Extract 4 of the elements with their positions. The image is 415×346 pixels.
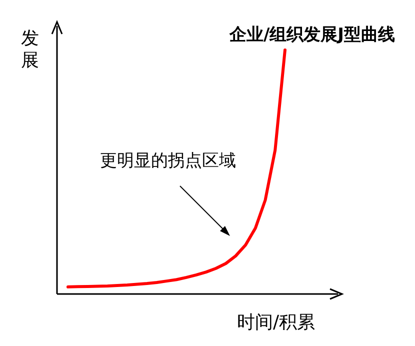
y-axis-title: 发展 (21, 28, 39, 71)
x-axis-title: 时间/积累 (236, 312, 316, 333)
chart-title: 企业/组织发展J型曲线 (228, 25, 395, 45)
annotation: 更明显的拐点区域 (100, 151, 236, 171)
